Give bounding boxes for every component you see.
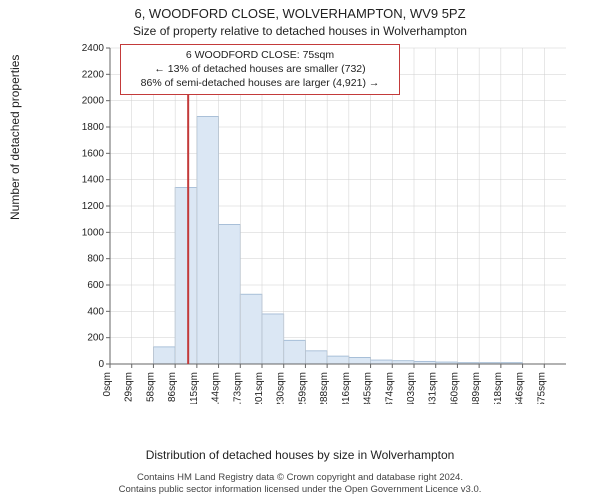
svg-text:144sqm: 144sqm [211, 372, 222, 404]
svg-text:2400: 2400 [82, 44, 105, 54]
svg-text:201sqm: 201sqm [254, 372, 265, 404]
svg-text:1800: 1800 [82, 122, 105, 133]
histogram-plot: 0 200 400 600 800 1000 1200 1400 1600 1800 2000 220… [76, 44, 570, 404]
annotation-line-3: 86% of semi-detached houses are larger (… [125, 76, 395, 90]
svg-text:518sqm: 518sqm [493, 372, 504, 404]
svg-text:431sqm: 431sqm [428, 372, 439, 404]
svg-text:374sqm: 374sqm [384, 372, 395, 404]
svg-text:1000: 1000 [82, 227, 105, 238]
svg-text:575sqm: 575sqm [536, 372, 547, 404]
chart-title: 6, WOODFORD CLOSE, WOLVERHAMPTON, WV9 5P… [0, 6, 600, 21]
svg-text:2000: 2000 [82, 96, 105, 107]
svg-text:200: 200 [87, 333, 104, 344]
svg-text:489sqm: 489sqm [471, 372, 482, 404]
svg-text:403sqm: 403sqm [406, 372, 417, 404]
svg-text:230sqm: 230sqm [276, 372, 287, 404]
svg-text:288sqm: 288sqm [319, 372, 330, 404]
svg-text:546sqm: 546sqm [515, 372, 526, 404]
annotation-box: 6 WOODFORD CLOSE: 75sqm ← 13% of detache… [120, 44, 400, 95]
svg-text:345sqm: 345sqm [363, 372, 374, 404]
x-axis-label: Distribution of detached houses by size … [0, 448, 600, 462]
svg-text:2200: 2200 [82, 69, 105, 80]
footer-attribution: Contains HM Land Registry data © Crown c… [0, 472, 600, 496]
svg-text:1600: 1600 [82, 148, 105, 159]
footer-line-2: Contains public sector information licen… [0, 484, 600, 496]
svg-text:316sqm: 316sqm [341, 372, 352, 404]
svg-text:0: 0 [98, 359, 104, 370]
svg-text:1200: 1200 [82, 201, 105, 212]
svg-text:29sqm: 29sqm [124, 372, 135, 402]
svg-text:460sqm: 460sqm [449, 372, 460, 404]
svg-text:400: 400 [87, 306, 104, 317]
svg-text:800: 800 [87, 254, 104, 265]
svg-text:1400: 1400 [82, 175, 105, 186]
chart-container: 6, WOODFORD CLOSE, WOLVERHAMPTON, WV9 5P… [0, 0, 600, 500]
y-axis-label: Number of detached properties [8, 55, 22, 220]
annotation-line-2: ← 13% of detached houses are smaller (73… [125, 62, 395, 76]
svg-text:0sqm: 0sqm [102, 372, 113, 396]
svg-text:173sqm: 173sqm [232, 372, 243, 404]
annotation-line-1: 6 WOODFORD CLOSE: 75sqm [125, 48, 395, 62]
svg-text:259sqm: 259sqm [297, 372, 308, 404]
svg-text:600: 600 [87, 280, 104, 291]
svg-text:115sqm: 115sqm [189, 372, 200, 404]
svg-text:58sqm: 58sqm [145, 372, 156, 402]
footer-line-1: Contains HM Land Registry data © Crown c… [0, 472, 600, 484]
chart-subtitle: Size of property relative to detached ho… [0, 24, 600, 38]
svg-text:86sqm: 86sqm [167, 372, 178, 402]
